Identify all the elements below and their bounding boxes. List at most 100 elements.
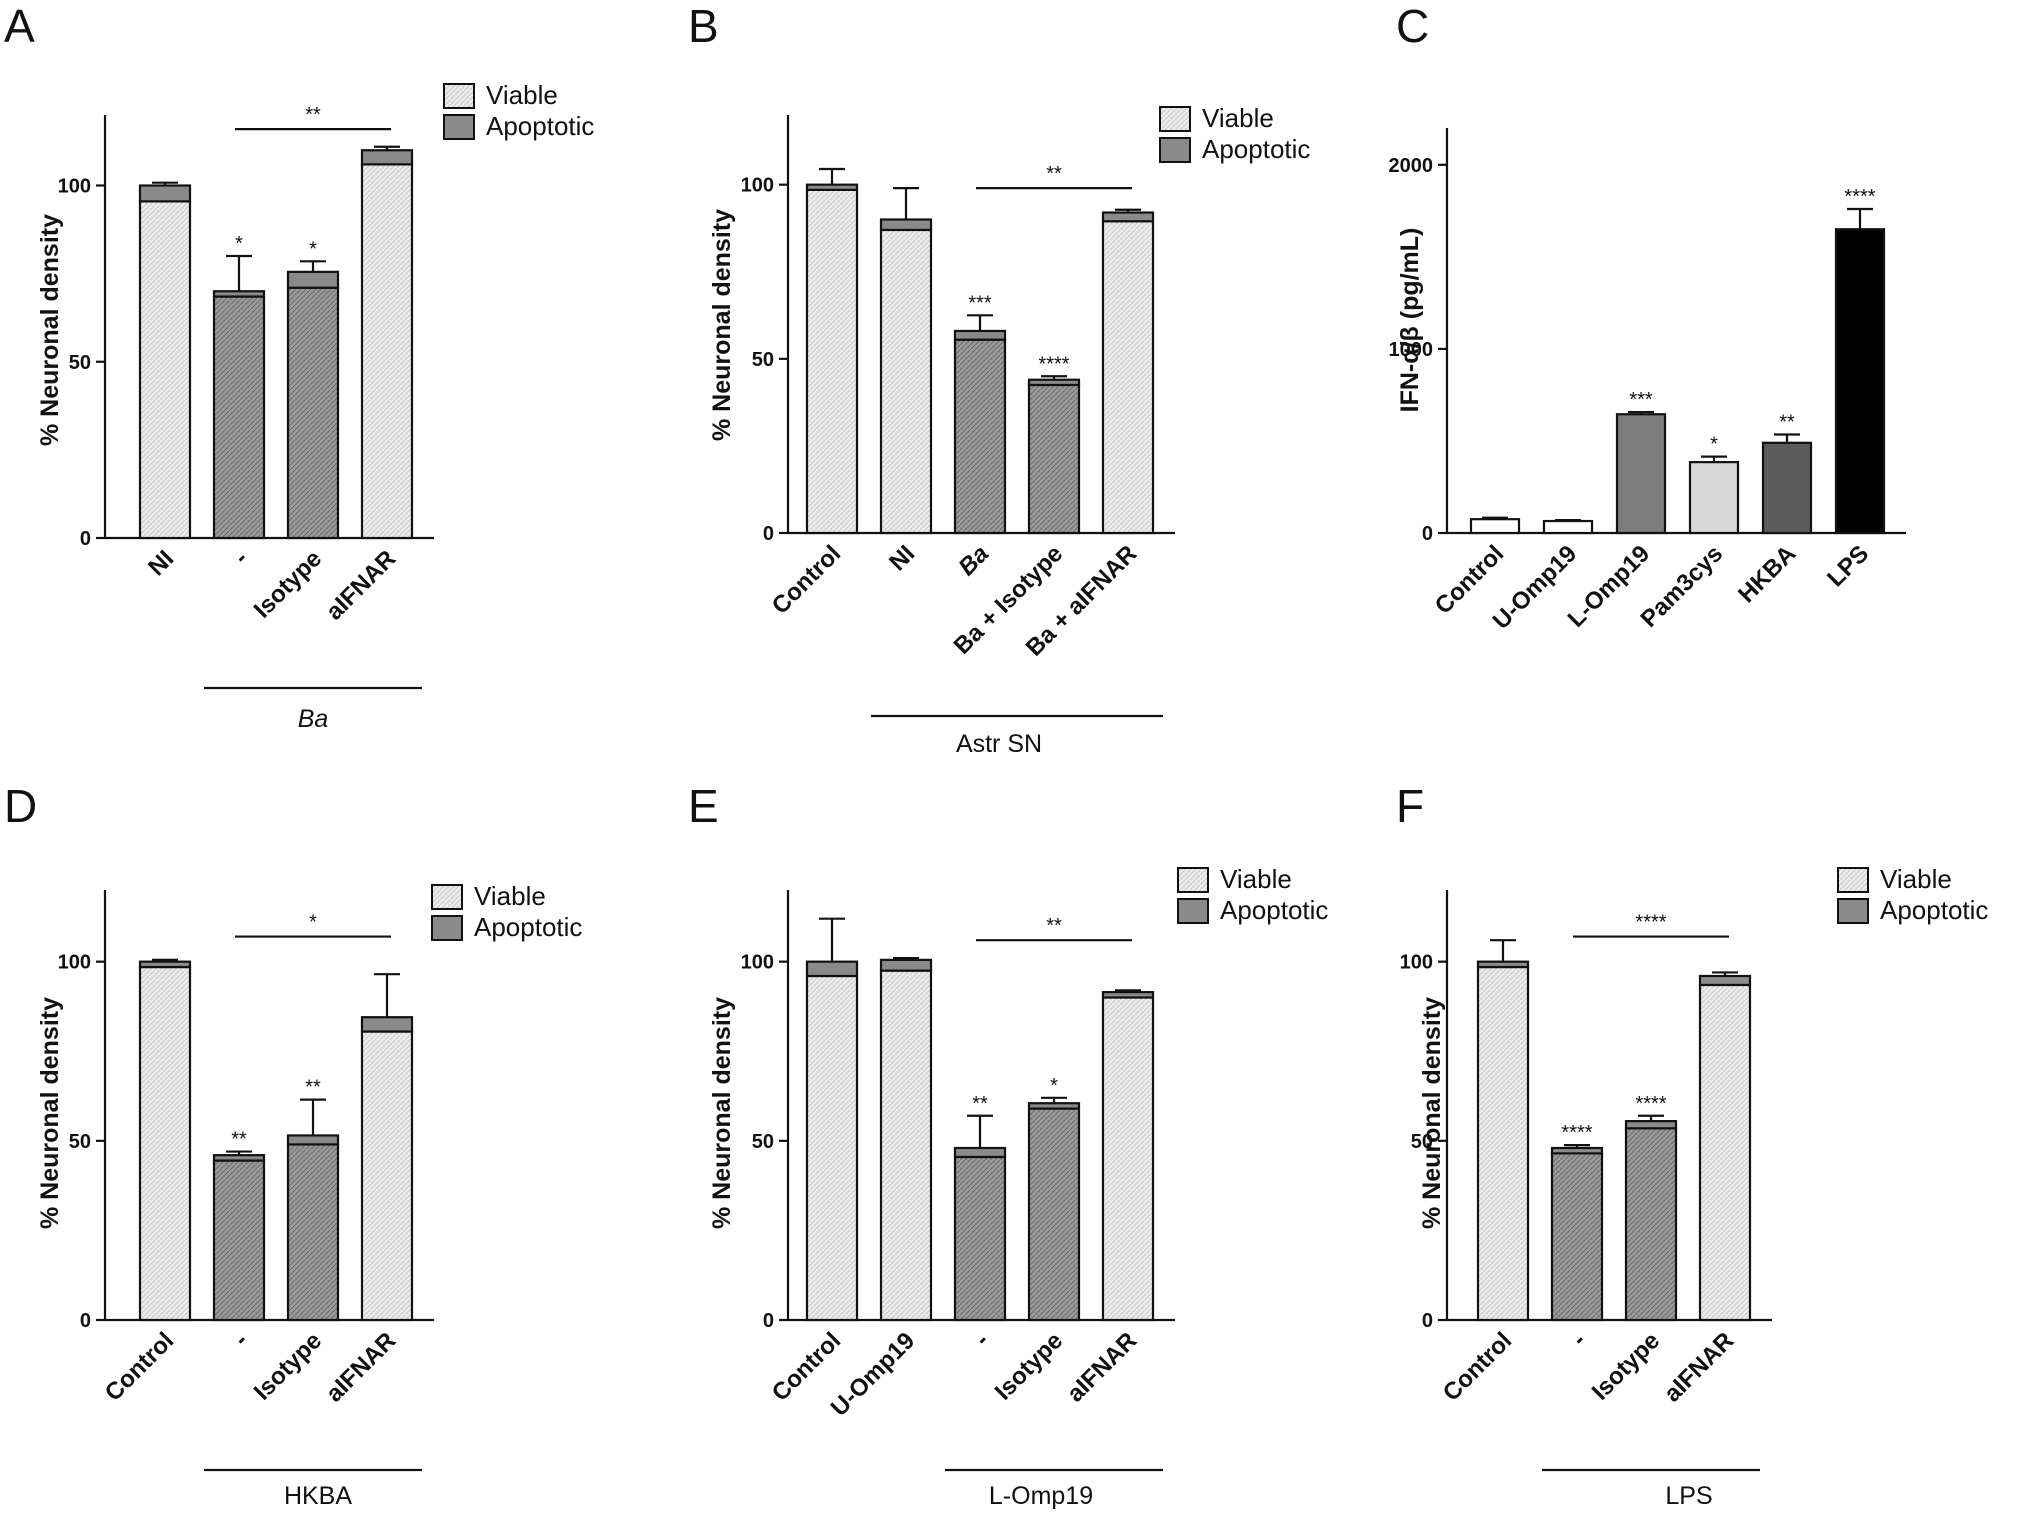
legend-swatch-viable xyxy=(431,884,463,910)
y-tick-label: 0 xyxy=(763,523,774,545)
chart-panel-f: 0 50 100 % Neuronal density Control **** - ****… xyxy=(1400,864,1989,1510)
comparison-label: ** xyxy=(1046,915,1062,937)
y-axis-title: IFN-α/β (pg/mL) xyxy=(1396,228,1424,413)
category-label: HKBA xyxy=(1733,540,1801,608)
legend-swatch-viable xyxy=(443,83,475,109)
bar xyxy=(1834,228,1886,535)
y-tick-label: 100 xyxy=(1400,952,1433,974)
bar-apoptotic xyxy=(1476,960,1530,969)
comparison-label: ** xyxy=(305,104,321,126)
bar-viable xyxy=(212,295,266,540)
category-label: aIFNAR xyxy=(321,1327,401,1407)
bar-apoptotic xyxy=(1101,991,1155,999)
bar-apoptotic xyxy=(1550,1146,1604,1155)
bar-viable xyxy=(1698,983,1752,1322)
legend-swatch-apoptotic xyxy=(1837,898,1869,924)
bar-viable xyxy=(1624,1127,1678,1322)
category-label: Isotype xyxy=(1587,1327,1666,1406)
bar-viable xyxy=(360,1030,414,1322)
legend-swatch-apoptotic xyxy=(431,915,463,941)
significance-label: ** xyxy=(972,1093,988,1115)
legend-swatch-apoptotic xyxy=(1177,898,1209,924)
legend-label-viable: Viable xyxy=(1202,103,1274,133)
bar-apoptotic xyxy=(286,1134,340,1146)
y-axis-title: % Neuronal density xyxy=(36,997,64,1229)
y-axis-title: % Neuronal density xyxy=(708,209,736,441)
category-label: Control xyxy=(767,540,846,619)
bar-viable xyxy=(360,163,414,540)
panel-letter-a: A xyxy=(4,0,35,52)
bar-apoptotic xyxy=(360,1016,414,1033)
bar-viable xyxy=(286,286,340,540)
y-tick-label: 100 xyxy=(58,176,91,198)
y-tick-label: 0 xyxy=(763,1310,774,1332)
significance-label: * xyxy=(309,238,317,260)
category-label: LPS xyxy=(1822,540,1874,592)
category-label: - xyxy=(1566,1327,1591,1352)
significance-label: * xyxy=(1050,1075,1058,1097)
bar-apoptotic xyxy=(360,149,414,166)
legend-label-apoptotic: Apoptotic xyxy=(474,912,582,942)
significance-label: * xyxy=(1710,434,1718,456)
bar-viable xyxy=(138,200,192,540)
legend-swatch-apoptotic xyxy=(1159,137,1191,163)
panel-letter-d: D xyxy=(4,780,37,832)
bar-viable xyxy=(1101,220,1155,535)
bar-apoptotic xyxy=(1698,974,1752,987)
bar-viable xyxy=(1027,1107,1081,1322)
bar-viable xyxy=(1476,965,1530,1322)
legend-swatch-apoptotic xyxy=(443,114,475,140)
y-tick-label: 50 xyxy=(69,1131,91,1153)
y-tick-label: 100 xyxy=(58,952,91,974)
bar-apoptotic xyxy=(138,184,192,203)
chart-panel-a: 0 50 100 % Neuronal density NI * - * IsotypeaIFN… xyxy=(36,80,594,733)
legend-label-viable: Viable xyxy=(1220,864,1292,894)
significance-label: ** xyxy=(1779,412,1795,434)
bar-apoptotic xyxy=(1027,1102,1081,1110)
category-label: - xyxy=(969,1327,994,1352)
bar-apoptotic xyxy=(286,270,340,289)
significance-label: ** xyxy=(231,1129,247,1151)
bar-apoptotic xyxy=(1624,1120,1678,1130)
category-label: NI xyxy=(143,545,179,581)
group-label: HKBA xyxy=(284,1482,352,1510)
significance-label: **** xyxy=(1635,1093,1666,1115)
category-label: NI xyxy=(884,540,920,576)
bar-viable xyxy=(138,965,192,1322)
chart-panel-b: 0 50 100% Neuronal density Control NI *** Ba **… xyxy=(708,103,1310,758)
category-label: Control xyxy=(100,1327,179,1406)
bar-apoptotic xyxy=(212,290,266,298)
y-axis-title: % Neuronal density xyxy=(1418,997,1446,1229)
y-tick-label: 0 xyxy=(80,528,91,550)
bar-apoptotic xyxy=(953,329,1007,341)
group-label: LPS xyxy=(1665,1482,1712,1510)
legend-label-viable: Viable xyxy=(474,881,546,911)
bar-viable xyxy=(953,1155,1007,1322)
comparison-label: * xyxy=(309,912,317,934)
comparison-label: **** xyxy=(1635,912,1666,934)
category-label: aIFNAR xyxy=(321,545,401,625)
significance-label: **** xyxy=(1844,186,1875,208)
category-label: - xyxy=(228,545,253,570)
panel-letter-e: E xyxy=(688,780,719,832)
legend-label-viable: Viable xyxy=(1880,864,1952,894)
bar-viable xyxy=(953,338,1007,535)
y-tick-label: 50 xyxy=(752,1131,774,1153)
bar-viable xyxy=(286,1143,340,1322)
group-label: Astr SN xyxy=(956,730,1042,758)
y-tick-label: 50 xyxy=(69,352,91,374)
panel-letter-c: C xyxy=(1396,0,1429,52)
significance-label: *** xyxy=(968,292,992,314)
bar-apoptotic xyxy=(1101,211,1155,223)
y-axis-title: % Neuronal density xyxy=(708,997,736,1229)
significance-label: **** xyxy=(1561,1122,1592,1144)
legend-label-viable: Viable xyxy=(486,80,558,110)
y-tick-label: 2000 xyxy=(1389,155,1434,177)
significance-label: * xyxy=(235,233,243,255)
category-label: Isotype xyxy=(249,1327,328,1406)
chart-panel-d: 0 50 100 % Neuronal density Control ** - ** Isot… xyxy=(36,881,582,1510)
bar xyxy=(1688,461,1740,535)
y-tick-label: 1000 xyxy=(1389,339,1434,361)
